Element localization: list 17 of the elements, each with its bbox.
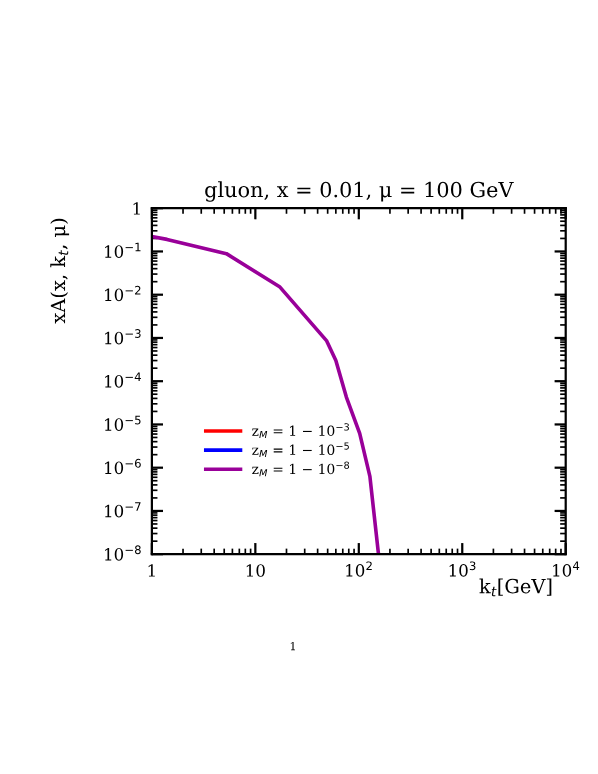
y-tick-label: 10$^{−8}$ bbox=[105, 545, 141, 561]
chart-title: gluon, x = 0.01, μ = 100 GeV bbox=[205, 181, 514, 202]
x-axis-title: k$_{t}$[GeV] bbox=[479, 578, 552, 597]
y-tick-label: 10$^{−1}$ bbox=[105, 242, 141, 258]
x-tick-label: 10$^{3}$ bbox=[449, 561, 476, 577]
y-tick-label: 10$^{−2}$ bbox=[105, 285, 141, 302]
y-tick-label: 10$^{−7}$ bbox=[105, 502, 141, 518]
y-tick-label: 10$^{−4}$ bbox=[105, 372, 141, 388]
x-tick-label: 10$^{4}$ bbox=[553, 561, 580, 577]
x-tick-label: 10$^{2}$ bbox=[346, 561, 372, 577]
x-tick-label: 10 bbox=[246, 564, 265, 577]
y-tick-label: 1 bbox=[133, 202, 140, 215]
x-tick-label: 1 bbox=[148, 564, 155, 577]
y-tick-label: 10$^{−5}$ bbox=[105, 415, 141, 431]
y-tick-label: 10$^{−6}$ bbox=[105, 458, 141, 475]
y-axis-title: xA(x, k$_{t}$, μ) bbox=[50, 218, 70, 324]
y-tick-label: 10$^{−3}$ bbox=[105, 329, 141, 345]
